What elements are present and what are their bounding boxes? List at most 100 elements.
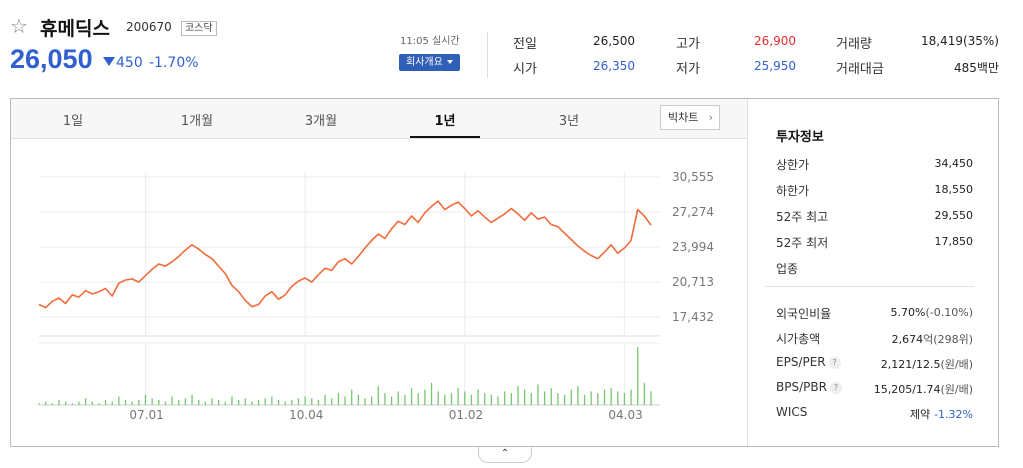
info-label-text: WICS xyxy=(776,405,808,419)
period-tabbar xyxy=(11,99,747,139)
info-value: 18,550 xyxy=(934,183,974,196)
collapse-toggle-button[interactable]: ⌃ xyxy=(478,447,532,463)
info-value: 제약 -1.32% xyxy=(910,406,973,422)
favorite-star-icon[interactable]: ☆ xyxy=(10,14,28,38)
tab-1[interactable]: 1일 xyxy=(62,114,84,129)
volume-bar xyxy=(470,394,473,405)
info-value-main: 15,205/1.74 xyxy=(873,383,941,396)
quote-label: 저가 xyxy=(676,62,700,77)
quote-label: 거래대금 xyxy=(836,62,884,77)
market-badge: 코스닥 xyxy=(181,21,217,36)
volume-bar xyxy=(104,399,107,405)
info-value-sub: (-0.10%) xyxy=(925,306,974,319)
current-price: 26,050 xyxy=(10,44,93,74)
volume-bar xyxy=(58,399,60,405)
x-tick-label: 07.01 xyxy=(129,408,164,422)
quote-value: 26,500 xyxy=(593,34,635,48)
quote-label: 고가 xyxy=(676,37,700,52)
volume-bar xyxy=(304,396,306,405)
info-value-main: 5.70% xyxy=(890,306,926,319)
volume-bar xyxy=(397,391,399,405)
info-value: 2,674억(298위) xyxy=(892,331,973,347)
volume-bar xyxy=(504,391,506,405)
volume-bar xyxy=(324,394,326,405)
info-value-sub: 억(298위) xyxy=(923,333,973,346)
big-chart-label: 빅차트 xyxy=(668,111,699,124)
volume-bar xyxy=(284,401,286,405)
volume-bar xyxy=(450,393,453,405)
volume-bar xyxy=(331,398,333,405)
info-label: BPS/PBR? xyxy=(776,380,842,394)
tab-2[interactable]: 1개월 xyxy=(180,114,214,129)
volume-bar xyxy=(317,399,320,405)
volume-bar xyxy=(131,401,133,405)
info-label-text: BPS/PBR xyxy=(776,380,827,394)
x-tick-label: 10.04 xyxy=(289,408,324,422)
volume-bar xyxy=(198,399,200,405)
volume-bar xyxy=(377,386,379,405)
volume-bar xyxy=(144,394,147,405)
volume-bar xyxy=(457,387,459,405)
active-tab-underline xyxy=(410,136,480,138)
volume-bar xyxy=(211,398,213,405)
info-label: 상한가 xyxy=(776,158,810,172)
volume-bar xyxy=(430,382,433,405)
header-divider xyxy=(487,32,488,78)
info-label-text: 시가총액 xyxy=(776,332,821,346)
tab-4[interactable]: 1년 xyxy=(434,114,456,129)
volume-bar xyxy=(184,398,187,405)
caret-down-icon xyxy=(446,60,453,64)
investment-info-title: 투자정보 xyxy=(776,130,824,145)
y-tick-label: 17,432 xyxy=(672,310,714,324)
volume-bar xyxy=(530,393,532,405)
volume-bar xyxy=(297,398,300,405)
volume-bar xyxy=(417,393,419,405)
volume-bar xyxy=(650,391,652,405)
volume-bar xyxy=(590,391,592,405)
quote-value: 25,950 xyxy=(754,59,796,73)
company-overview-label: 회사개요 xyxy=(406,57,443,68)
volume-bar xyxy=(291,399,293,405)
info-label: 52주 최고 xyxy=(776,210,829,224)
volume-bar xyxy=(357,394,360,405)
volume-bar xyxy=(138,399,140,405)
volume-bar xyxy=(543,391,546,405)
volume-bar xyxy=(610,387,612,405)
volume-bar xyxy=(257,399,260,405)
volume-bar xyxy=(244,398,246,405)
volume-bar xyxy=(603,389,606,405)
quote-label: 시가 xyxy=(513,62,537,77)
big-chart-button[interactable]: 빅차트 › xyxy=(660,105,720,130)
realtime-timestamp: 11:05 실시간 xyxy=(400,36,460,47)
volume-bar xyxy=(111,401,113,405)
volume-bar xyxy=(630,389,632,405)
volume-bar xyxy=(311,398,313,405)
volume-bar xyxy=(171,396,173,405)
volume-bar xyxy=(231,396,233,405)
change-value: 450 xyxy=(116,55,143,71)
info-label: EPS/PER? xyxy=(776,355,841,369)
help-icon[interactable]: ? xyxy=(829,381,842,394)
info-value-main: 2,674 xyxy=(891,333,924,346)
company-overview-button[interactable]: 회사개요 xyxy=(399,54,460,71)
down-arrow-icon xyxy=(103,57,115,66)
info-value-sub: -1.32% xyxy=(934,408,973,421)
info-label-text: 외국인비율 xyxy=(776,307,832,321)
tab-3[interactable]: 3개월 xyxy=(304,114,338,129)
info-value-main: 제약 xyxy=(909,408,931,421)
volume-bar xyxy=(264,398,266,405)
volume-bar xyxy=(524,389,526,405)
volume-bar xyxy=(537,384,539,405)
stock-code: 200670 xyxy=(126,20,172,34)
volume-bar xyxy=(337,393,340,405)
info-label-text: EPS/PER xyxy=(776,355,826,369)
y-tick-label: 30,555 xyxy=(672,170,714,184)
info-value-sub: (원/배) xyxy=(940,358,973,371)
info-value: 2,121/12.5(원/배) xyxy=(881,356,973,372)
info-value: 17,850 xyxy=(934,235,974,248)
tab-5[interactable]: 3년 xyxy=(558,114,580,129)
volume-bar xyxy=(424,389,426,405)
help-icon[interactable]: ? xyxy=(828,356,841,369)
volume-bar xyxy=(164,401,167,405)
